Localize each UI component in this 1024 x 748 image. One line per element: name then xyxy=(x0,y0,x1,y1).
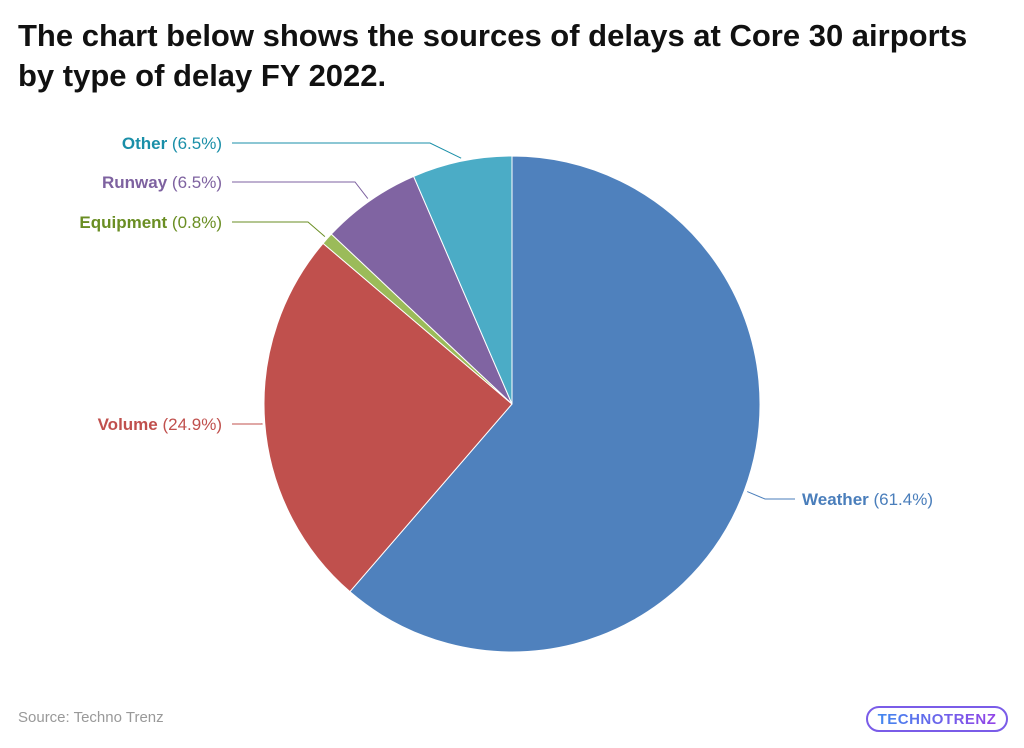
leader-line xyxy=(747,491,795,500)
leader-line xyxy=(232,142,462,159)
leader-line xyxy=(232,423,263,425)
pie-slice-weather xyxy=(349,155,761,653)
slice-label-equipment: Equipment (0.8%) xyxy=(79,213,222,232)
slice-label-volume: Volume (24.9%) xyxy=(98,415,222,434)
pie-slice-other xyxy=(412,155,513,405)
slice-label-runway: Runway (6.5%) xyxy=(102,173,222,192)
source-note: Source: Techno Trenz xyxy=(18,709,164,726)
slice-percent: (61.4%) xyxy=(869,490,933,509)
slice-label-other: Other (6.5%) xyxy=(122,134,222,153)
leader-line xyxy=(232,221,326,238)
chart-title: The chart below shows the sources of del… xyxy=(18,18,968,93)
slice-percent: (6.5%) xyxy=(167,173,222,192)
slice-percent: (24.9%) xyxy=(158,415,222,434)
slice-name: Runway xyxy=(102,173,168,192)
pie-slice-volume xyxy=(263,242,513,593)
slice-percent: (0.8%) xyxy=(167,213,222,232)
slice-name: Equipment xyxy=(79,213,167,232)
technotrenz-logo: TECHNOTRENZ xyxy=(866,706,1008,732)
slice-percent: (6.5%) xyxy=(167,134,222,153)
slice-label-weather: Weather (61.4%) xyxy=(802,490,933,509)
slice-name: Other xyxy=(122,134,168,153)
slice-name: Weather xyxy=(802,490,869,509)
slice-name: Volume xyxy=(98,415,158,434)
leader-line xyxy=(232,181,369,199)
